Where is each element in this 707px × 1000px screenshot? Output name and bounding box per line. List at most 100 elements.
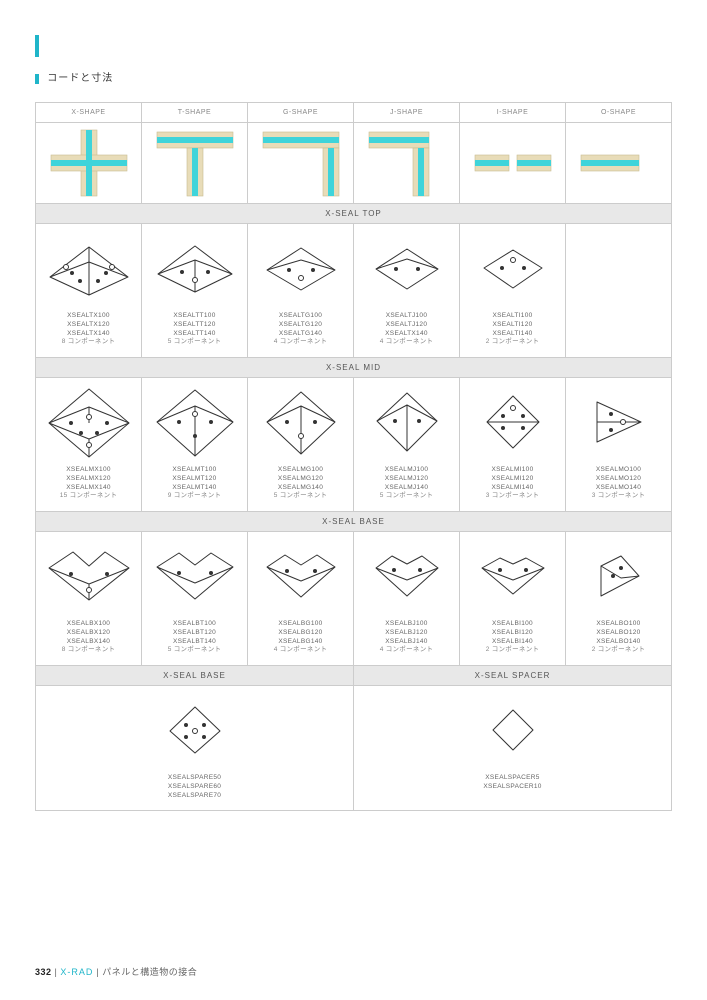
cell-base-j: XSEALBJ100 XSEALBJ120 XSEALBJ140 4 コンポーネ… bbox=[353, 532, 459, 665]
component-icon bbox=[478, 242, 548, 294]
code: XSEALMT100 bbox=[146, 466, 243, 475]
component-icon bbox=[487, 704, 539, 756]
code: XSEALTX100 bbox=[40, 312, 137, 321]
drawing bbox=[164, 694, 226, 766]
codes: XSEALMO100 XSEALMO120 XSEALMO140 3 コンポーネ… bbox=[570, 466, 667, 501]
component-icon bbox=[370, 548, 444, 604]
code: XSEALMI100 bbox=[464, 466, 561, 475]
t-shape-icon bbox=[155, 128, 235, 198]
accent-mark bbox=[35, 35, 39, 57]
cell-mid-g: XSEALMG100 XSEALMG120 XSEALMG140 5 コンポーネ… bbox=[247, 378, 353, 511]
code-sub: 5 コンポーネント bbox=[146, 338, 243, 347]
code-sub: 5 コンポーネント bbox=[358, 492, 455, 501]
column-header-row: X-SHAPE T-SHAPE G-SHAPE J-SHAPE I-SHAPE … bbox=[36, 103, 671, 122]
component-icon bbox=[371, 387, 443, 457]
component-icon bbox=[591, 548, 647, 604]
page-footer: 332 | X-RAD | パネルと構造物の接合 bbox=[35, 965, 197, 978]
code: XSEALTJ120 bbox=[358, 321, 455, 330]
row-top: XSEALTX100 XSEALTX120 XSEALTX140 8 コンポーネ… bbox=[36, 223, 671, 357]
code: XSEALMX100 bbox=[40, 466, 137, 475]
code: XSEALBT100 bbox=[146, 620, 243, 629]
shape-g bbox=[247, 123, 353, 203]
code: XSEALTI120 bbox=[464, 321, 561, 330]
code: XSEALBX120 bbox=[40, 629, 137, 638]
code: XSEALMO100 bbox=[570, 466, 667, 475]
shape-j bbox=[353, 123, 459, 203]
codes: XSEALTX100 XSEALTX120 XSEALTX140 8 コンポーネ… bbox=[40, 312, 137, 347]
component-icon bbox=[151, 545, 239, 607]
component-icon bbox=[591, 392, 647, 452]
code-sub: 9 コンポーネント bbox=[146, 492, 243, 501]
drawing bbox=[40, 540, 137, 612]
codes: XSEALSPARE50 XSEALSPARE60 XSEALSPARE70 bbox=[168, 774, 221, 800]
row-bottom: XSEALSPARE50 XSEALSPARE60 XSEALSPARE70 X… bbox=[36, 685, 671, 810]
col-header: O-SHAPE bbox=[565, 103, 671, 122]
code-sub: 4 コンポーネント bbox=[252, 338, 349, 347]
cell-top-t: XSEALTT100 XSEALTT120 XSEALTT140 5 コンポーネ… bbox=[141, 224, 247, 357]
section-title: コードと寸法 bbox=[47, 73, 113, 84]
codes: XSEALTI100 XSEALTI120 XSEALTI140 2 コンポーネ… bbox=[464, 312, 561, 347]
code-sub: 4 コンポーネント bbox=[358, 646, 455, 655]
shape-i bbox=[459, 123, 565, 203]
cell-top-j: XSEALTJ100 XSEALTJ120 XSEALTX140 4 コンポーネ… bbox=[353, 224, 459, 357]
code-sub: 3 コンポーネント bbox=[464, 492, 561, 501]
footer-tail: パネルと構造物の接合 bbox=[102, 967, 197, 977]
code: XSEALBJ120 bbox=[358, 629, 455, 638]
code-sub: 15 コンポーネント bbox=[40, 492, 137, 501]
component-icon bbox=[164, 701, 226, 759]
drawing bbox=[146, 232, 243, 304]
code: XSEALTI100 bbox=[464, 312, 561, 321]
code: XSEALBO120 bbox=[570, 629, 667, 638]
code: XSEALTT140 bbox=[146, 330, 243, 339]
codes: XSEALTG100 XSEALTG120 XSEALTG140 4 コンポーネ… bbox=[252, 312, 349, 347]
row-base: XSEALBX100 XSEALBX120 XSEALBX140 8 コンポーネ… bbox=[36, 531, 671, 665]
code: XSEALTT100 bbox=[146, 312, 243, 321]
codes: XSEALMJ100 XSEALMJ120 XSEALMJ140 5 コンポーネ… bbox=[358, 466, 455, 501]
code-sub: 4 コンポーネント bbox=[252, 646, 349, 655]
codes: XSEALMT100 XSEALMT120 XSEALMT140 9 コンポーネ… bbox=[146, 466, 243, 501]
code: XSEALSPARE70 bbox=[168, 792, 221, 801]
code: XSEALSPACER10 bbox=[483, 783, 541, 792]
codes: XSEALTJ100 XSEALTJ120 XSEALTX140 4 コンポーネ… bbox=[358, 312, 455, 347]
code-sub: 3 コンポーネント bbox=[570, 492, 667, 501]
codes: XSEALBJ100 XSEALBJ120 XSEALBJ140 4 コンポーネ… bbox=[358, 620, 455, 655]
col-header: I-SHAPE bbox=[459, 103, 565, 122]
code: XSEALMJ100 bbox=[358, 466, 455, 475]
codes: XSEALBX100 XSEALBX120 XSEALBX140 8 コンポーネ… bbox=[40, 620, 137, 655]
codes: XSEALMG100 XSEALMG120 XSEALMG140 5 コンポーネ… bbox=[252, 466, 349, 501]
cell-mid-i: XSEALMI100 XSEALMI120 XSEALMI140 3 コンポーネ… bbox=[459, 378, 565, 511]
drawing bbox=[358, 232, 455, 304]
cell-base-x: XSEALBX100 XSEALBX120 XSEALBX140 8 コンポーネ… bbox=[36, 532, 141, 665]
drawing bbox=[146, 386, 243, 458]
component-icon bbox=[481, 390, 545, 454]
code-sub: 2 コンポーネント bbox=[464, 646, 561, 655]
page-number: 332 bbox=[35, 967, 52, 977]
codes: XSEALMX100 XSEALMX120 XSEALMX140 15 コンポー… bbox=[40, 466, 137, 501]
code: XSEALSPARE60 bbox=[168, 783, 221, 792]
codes: XSEALBO100 XSEALBO120 XSEALBO140 2 コンポーネ… bbox=[570, 620, 667, 655]
code-sub: 8 コンポーネント bbox=[40, 338, 137, 347]
drawing bbox=[146, 540, 243, 612]
drawing bbox=[464, 386, 561, 458]
band-top: X-SEAL TOP bbox=[36, 203, 671, 223]
row-mid: XSEALMX100 XSEALMX120 XSEALMX140 15 コンポー… bbox=[36, 377, 671, 511]
component-icon bbox=[370, 241, 444, 295]
component-icon bbox=[151, 384, 239, 460]
cell-mid-j: XSEALMJ100 XSEALMJ120 XSEALMJ140 5 コンポーネ… bbox=[353, 378, 459, 511]
component-icon bbox=[261, 547, 341, 605]
code-sub: 5 コンポーネント bbox=[252, 492, 349, 501]
cell-mid-x: XSEALMX100 XSEALMX120 XSEALMX140 15 コンポー… bbox=[36, 378, 141, 511]
component-icon bbox=[43, 383, 135, 461]
code: XSEALTG100 bbox=[252, 312, 349, 321]
code: XSEALMG120 bbox=[252, 475, 349, 484]
o-shape-icon bbox=[579, 148, 659, 178]
code: XSEALBT120 bbox=[146, 629, 243, 638]
code: XSEALBG100 bbox=[252, 620, 349, 629]
band-base2-label: X-SEAL BASE bbox=[36, 666, 353, 685]
drawing bbox=[252, 386, 349, 458]
col-header: G-SHAPE bbox=[247, 103, 353, 122]
code-sub: 8 コンポーネント bbox=[40, 646, 137, 655]
band-base: X-SEAL BASE bbox=[36, 511, 671, 531]
code: XSEALBX100 bbox=[40, 620, 137, 629]
cell-mid-o: XSEALMO100 XSEALMO120 XSEALMO140 3 コンポーネ… bbox=[565, 378, 671, 511]
